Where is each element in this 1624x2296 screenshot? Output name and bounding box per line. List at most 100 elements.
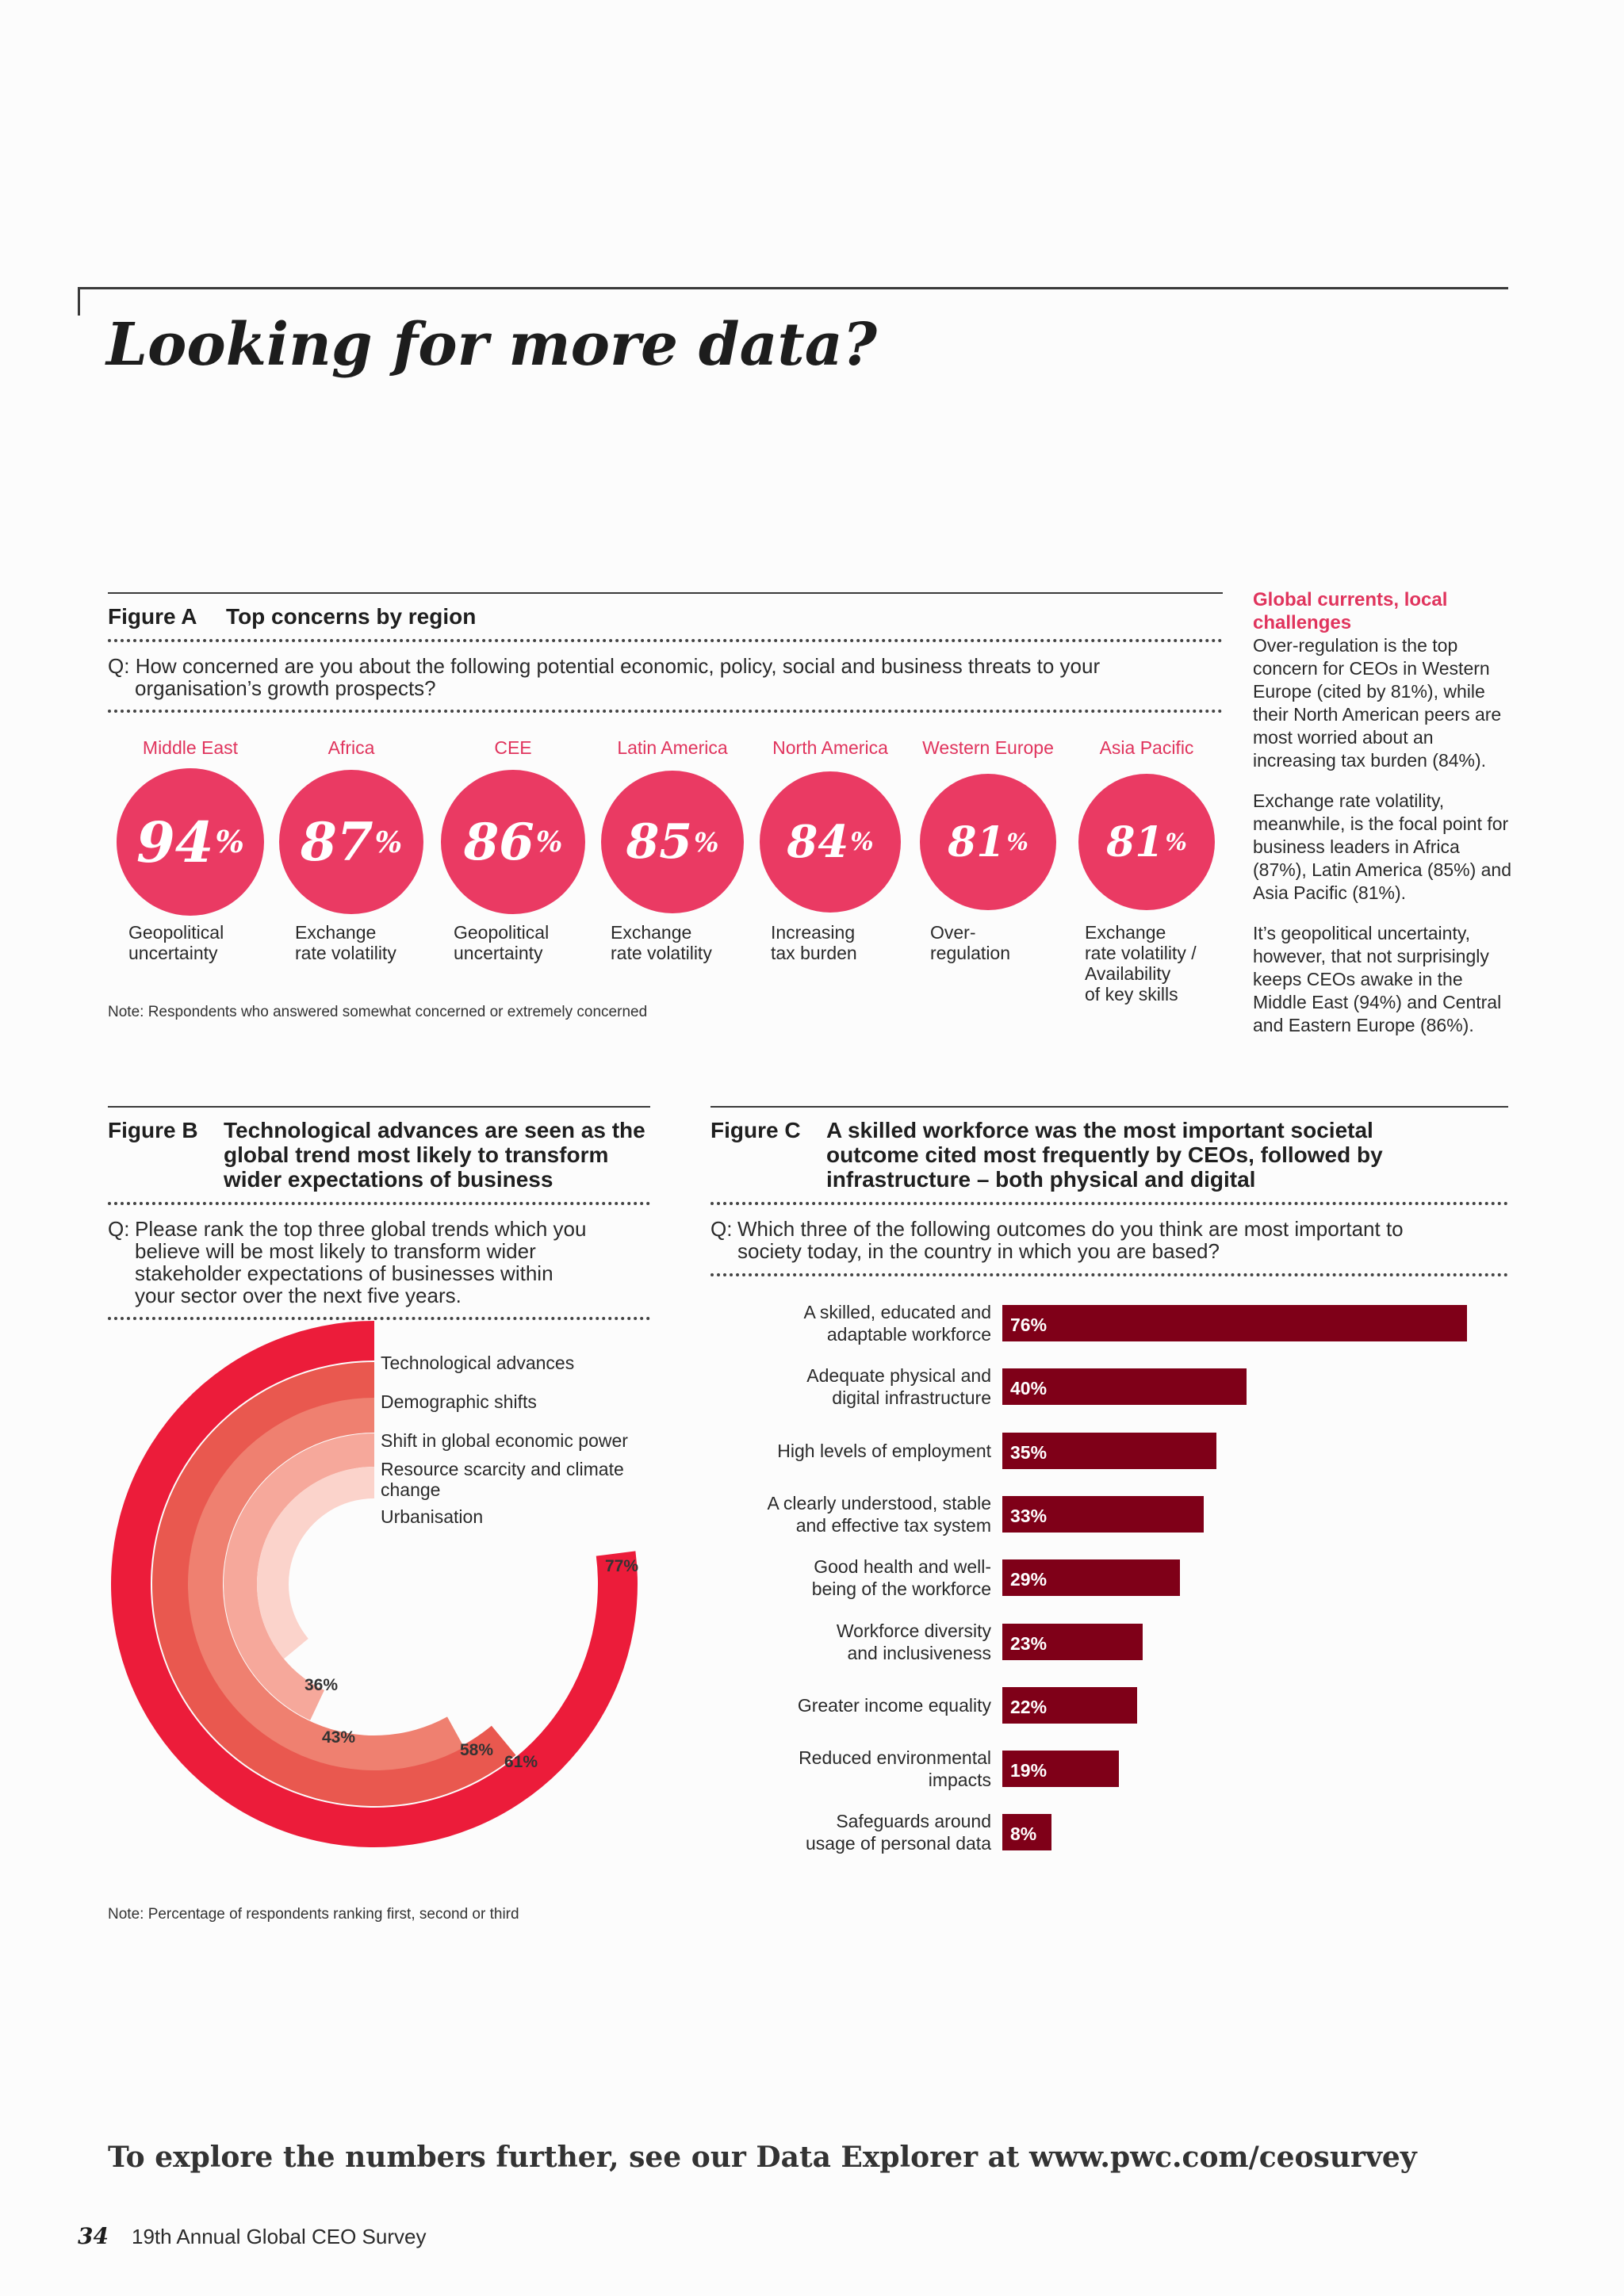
radial-bar xyxy=(256,1467,374,1659)
radial-bar xyxy=(187,1398,465,1771)
region-value-unit: % xyxy=(535,825,563,859)
figure-c-label: Figure C xyxy=(710,1118,801,1142)
figure-a-note: Note: Respondents who answered somewhat … xyxy=(108,1004,648,1020)
bar xyxy=(1002,1368,1247,1406)
region-value-bubble: 87% xyxy=(279,770,423,914)
sidebar-paragraph-2: Exchange rate volatility, meanwhile, is … xyxy=(1253,790,1511,903)
figure-c-dots-1 xyxy=(710,1202,1508,1205)
region-value-bubble: 84% xyxy=(760,771,901,913)
radial-legend-item: Shift in global economic power xyxy=(381,1430,628,1451)
region-top-concern: Exchange rate volatility xyxy=(611,922,753,963)
figure-b-rule xyxy=(108,1106,650,1108)
bar-category-label: Reduced environmental impacts xyxy=(714,1747,991,1791)
region-label: Middle East xyxy=(142,737,239,758)
region-top-concern: Geopolitical uncertainty xyxy=(454,922,596,963)
figure-b-question: Q: Please rank the top three global tren… xyxy=(108,1218,647,1307)
bar-category-label-line: impacts xyxy=(928,1770,991,1791)
region-value-bubble: 81% xyxy=(1078,774,1215,910)
figure-c-dots-2 xyxy=(710,1273,1508,1276)
sidebar-heading: Global currents, local challenges xyxy=(1253,589,1448,633)
bar xyxy=(1002,1686,1137,1724)
bar-category-label-line: Greater income equality xyxy=(797,1694,991,1716)
region-value-bubble: 85% xyxy=(601,771,744,913)
bar-category-label: Safeguards around usage of personal data xyxy=(714,1810,991,1854)
bar-category-label-line: usage of personal data xyxy=(805,1833,991,1854)
bar-category-label: Adequate physical and digital infrastruct… xyxy=(714,1364,991,1409)
region-top-concern-line: of key skills xyxy=(1085,984,1178,1004)
region-top-concern-line: uncertainty xyxy=(128,943,218,963)
region-top-concern: Geopolitical uncertainty xyxy=(128,922,271,963)
region-top-concern-line: rate volatility xyxy=(611,943,712,963)
figure-a-question: Q: How concerned are you about the follo… xyxy=(108,655,1218,699)
radial-bar xyxy=(224,1433,374,1720)
region-value: 81 xyxy=(1106,817,1164,867)
figure-a-label: Figure A xyxy=(108,604,197,629)
figure-b-label: Figure B xyxy=(108,1118,198,1142)
figure-a-heading: Figure A Top concerns by region xyxy=(108,604,476,629)
bar xyxy=(1002,1814,1051,1851)
bar-value-label: 35% xyxy=(1010,1441,1048,1463)
radial-value-label: 36% xyxy=(304,1676,339,1694)
region-top-concern-line: Exchange xyxy=(1085,922,1166,943)
region-value-bubble: 94% xyxy=(117,768,264,916)
publication-name: 19th Annual Global CEO Survey xyxy=(132,2225,427,2248)
bar-category-label: Greater income equality xyxy=(714,1694,991,1716)
figure-b-question-prefix: Q: xyxy=(108,1217,130,1241)
region-value-unit: % xyxy=(694,826,719,858)
bar-category-label-line: Good health and well- xyxy=(814,1556,991,1578)
figure-b-dots-2 xyxy=(108,1317,650,1320)
figure-a-title: Top concerns by region xyxy=(226,604,477,629)
radial-legend-item: Urbanisation xyxy=(381,1506,484,1527)
bar-value-label: 76% xyxy=(1010,1314,1048,1335)
bar-category-label-line: Reduced environmental xyxy=(799,1747,991,1769)
figure-c-question-text: Which three of the following outcomes do… xyxy=(737,1217,1404,1263)
question-line-2: organisation’s growth prospects? xyxy=(135,676,436,700)
region-label: Western Europe xyxy=(922,737,1054,758)
region-value-bubble: 81% xyxy=(920,774,1056,910)
figure-a-dots-2 xyxy=(108,710,1223,713)
bar-value-label: 23% xyxy=(1010,1632,1048,1654)
region-top-concern-line: Over- xyxy=(930,922,976,943)
bar-category-label: A skilled, educated and adaptable workfor… xyxy=(714,1301,991,1345)
bar-value-label: 40% xyxy=(1010,1378,1048,1399)
figure-c-question-prefix: Q: xyxy=(710,1217,733,1241)
bar xyxy=(1002,1623,1143,1660)
bar-value-label: 22% xyxy=(1010,1696,1048,1717)
region-label: Asia Pacific xyxy=(1099,737,1194,758)
region-top-concern: Increasing tax burden xyxy=(771,922,914,963)
page-number: 34 xyxy=(78,2223,109,2249)
region-value-unit: % xyxy=(850,828,874,856)
bar-category-label-line: digital infrastructure xyxy=(832,1387,991,1409)
bar xyxy=(1002,1751,1119,1788)
bar xyxy=(1002,1559,1180,1597)
region-top-concern-line: rate volatility / xyxy=(1085,943,1197,963)
bar-value-label: 29% xyxy=(1010,1569,1048,1590)
radial-value-label: 43% xyxy=(322,1728,356,1747)
bar-category-label-line: Workforce diversity xyxy=(836,1620,991,1641)
radial-value-label: 58% xyxy=(460,1741,494,1759)
region-label: CEE xyxy=(494,737,532,758)
region-top-concern-line: Availability xyxy=(1085,963,1171,984)
region-value-unit: % xyxy=(215,824,244,860)
bar-category-label: High levels of employment xyxy=(714,1440,991,1462)
bar-category-label: Workforce diversity and inclusiveness xyxy=(714,1620,991,1664)
bar-value-label: 8% xyxy=(1010,1823,1037,1845)
region-top-concern-line: Geopolitical xyxy=(454,922,550,943)
figure-a-dots-1 xyxy=(108,639,1223,642)
figure-b-dots-1 xyxy=(108,1202,650,1205)
bar-category-label-line: A skilled, educated and xyxy=(803,1302,991,1322)
region-top-concern: Exchange rate volatility / Availability of … xyxy=(1085,922,1228,1004)
bar-category-label-line: A clearly understood, stable xyxy=(767,1492,991,1513)
footer-link[interactable]: To explore the numbers further, see our … xyxy=(108,2141,1417,2174)
radial-value-label: 61% xyxy=(504,1753,538,1771)
region-top-concern: Over-regulation xyxy=(930,922,1073,963)
radial-legend-item: Technological advances xyxy=(381,1353,575,1373)
region-value: 94 xyxy=(136,809,214,875)
region-top-concern-line: tax burden xyxy=(771,943,857,963)
bar xyxy=(1002,1495,1205,1533)
corner-tick xyxy=(78,287,80,316)
region-top-concern: Exchange rate volatility xyxy=(295,922,438,963)
region-top-concern-line: Geopolitical xyxy=(128,922,224,943)
region-value: 87 xyxy=(300,811,373,873)
figure-c-rule xyxy=(710,1106,1508,1108)
